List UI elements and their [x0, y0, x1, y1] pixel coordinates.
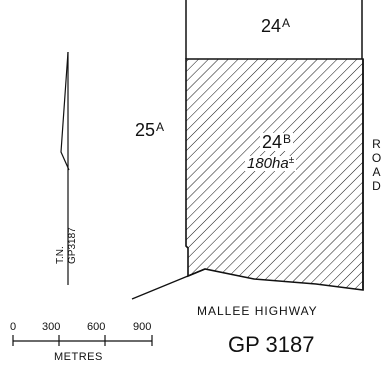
- lot-area-label: 180ha±: [245, 155, 297, 172]
- scale-unit-label: METRES: [54, 351, 103, 363]
- plan-number: GP 3187: [228, 332, 315, 357]
- lot-label-north: 24A: [261, 16, 291, 36]
- road-label-south: MALLEE HIGHWAY: [197, 304, 318, 318]
- north-arrow: [60, 51, 70, 285]
- subject-parcel: [185, 58, 364, 291]
- lot-label-west: 25A: [135, 120, 165, 140]
- scale-bar: [12, 335, 153, 346]
- north-arrow-label: T.N. GP3187: [55, 227, 78, 264]
- scale-tick-label: 600: [87, 321, 106, 333]
- scale-tick-label: 300: [42, 321, 61, 333]
- scale-tick-label: 900: [133, 321, 152, 333]
- scale-tick-label: 0: [10, 321, 17, 333]
- road-label-east: ROAD: [371, 137, 383, 193]
- highway-boundary: [131, 268, 206, 300]
- lot-label-subject: 24B: [260, 132, 294, 152]
